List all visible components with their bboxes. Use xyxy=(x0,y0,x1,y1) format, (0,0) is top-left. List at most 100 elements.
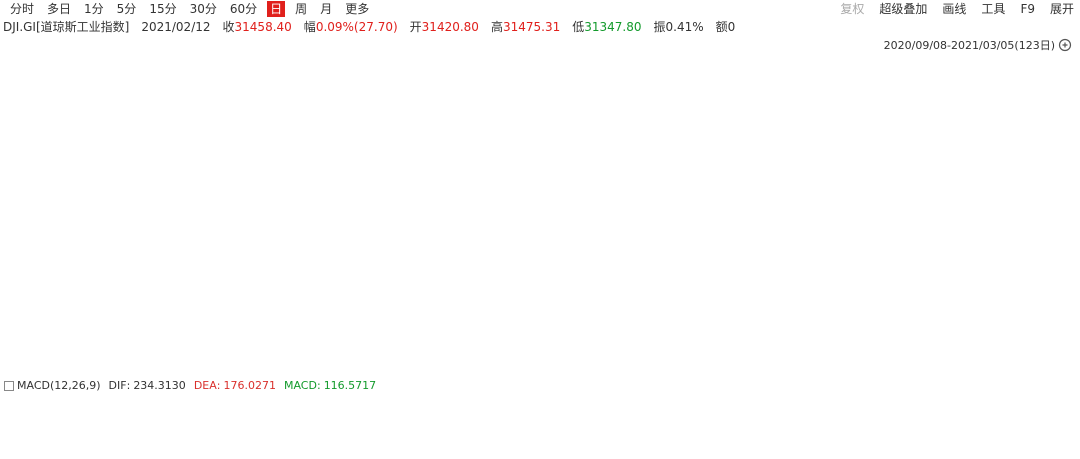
candle-body xyxy=(891,94,899,99)
candle-body xyxy=(131,281,139,299)
candle-body xyxy=(50,268,58,272)
period-tab[interactable]: 5分 xyxy=(116,1,137,16)
candle-body xyxy=(568,160,576,164)
candle-body xyxy=(753,111,761,122)
candle-body xyxy=(786,123,794,157)
candle-body xyxy=(180,249,188,257)
candle-body xyxy=(67,275,75,289)
candle-body xyxy=(398,172,406,198)
candle-body xyxy=(156,263,164,288)
tool-button[interactable]: 超级叠加 xyxy=(879,1,928,16)
candle-body xyxy=(519,161,527,169)
candle-body xyxy=(196,228,204,243)
legend-sep: : xyxy=(316,379,321,392)
legend-value: 176.0271 xyxy=(223,379,276,392)
period-tab[interactable]: 月 xyxy=(320,1,333,16)
period-tab[interactable]: 更多 xyxy=(345,1,370,16)
candle-body xyxy=(422,196,430,200)
candle-body xyxy=(616,150,624,171)
period-tab-active[interactable]: 日 xyxy=(267,0,286,17)
candle-body xyxy=(834,117,842,136)
candle-body xyxy=(454,176,462,179)
macd-line xyxy=(5,408,992,419)
period-tab[interactable]: 分时 xyxy=(10,1,35,16)
candle-body xyxy=(236,240,244,262)
candle-body xyxy=(955,100,963,125)
legend-name: DEA xyxy=(193,379,217,392)
candle-body xyxy=(899,89,907,96)
period-tab[interactable]: 周 xyxy=(295,1,308,16)
y-tick-label: 600 xyxy=(1029,397,1050,410)
candle-body xyxy=(972,93,980,102)
quote-value: 0.41% xyxy=(665,19,704,34)
period-tab[interactable]: 多日 xyxy=(47,1,72,16)
period-tab[interactable]: 30分 xyxy=(189,1,217,16)
candle-body xyxy=(608,169,616,172)
candle-body xyxy=(366,199,374,214)
candle-body xyxy=(689,115,697,120)
candle-body xyxy=(115,291,123,313)
legend-sep: : xyxy=(126,379,131,392)
x-tick-label: 21.03 xyxy=(968,440,1000,453)
candle-body xyxy=(673,129,681,152)
candle-body xyxy=(592,159,600,163)
period-tab[interactable]: 1分 xyxy=(84,1,104,16)
quote-label: 开 xyxy=(409,20,422,34)
candle-body xyxy=(123,291,131,299)
candle-body xyxy=(770,118,778,124)
quote-value: 0 xyxy=(727,19,736,34)
tool-button[interactable]: 复权 xyxy=(840,1,865,16)
period-tab[interactable]: 15分 xyxy=(149,1,177,16)
period-tab[interactable]: 60分 xyxy=(229,1,258,16)
candle-body xyxy=(349,251,357,256)
candle-body xyxy=(850,101,858,115)
candle-body xyxy=(471,174,479,190)
candle-body xyxy=(762,120,770,124)
candle-body xyxy=(26,287,34,295)
tool-button[interactable]: 画线 xyxy=(942,1,967,16)
candle-body xyxy=(745,111,753,125)
quote-label: 收 xyxy=(222,20,235,34)
candle-body xyxy=(325,296,333,326)
candle-body xyxy=(931,93,939,96)
candle-body xyxy=(277,253,285,288)
candle-body xyxy=(697,115,705,122)
candle-body xyxy=(778,118,786,125)
candle-body xyxy=(42,270,50,273)
candle-body xyxy=(713,117,721,120)
candle-body xyxy=(188,241,196,251)
candle-body xyxy=(301,337,309,346)
candle-body xyxy=(737,123,745,131)
candle-body xyxy=(34,270,42,289)
candle-body xyxy=(964,93,972,125)
candle-body xyxy=(463,174,471,178)
candle-body xyxy=(99,329,107,334)
candle-body xyxy=(309,337,317,347)
candle-body xyxy=(212,236,220,246)
candle-body xyxy=(584,155,592,161)
candle-body xyxy=(867,98,875,103)
tool-button[interactable]: 展开 xyxy=(1049,1,1074,16)
tool-button[interactable]: F9 xyxy=(1020,1,1035,16)
candle-body xyxy=(705,117,713,122)
legend-name: MACD xyxy=(283,379,317,392)
candle-body xyxy=(285,286,293,299)
candle-body xyxy=(252,255,260,261)
tool-button[interactable]: 工具 xyxy=(981,1,1006,16)
candle-body xyxy=(414,181,422,200)
candle-body xyxy=(438,190,446,209)
quote-value: 0.09%(27.70) xyxy=(315,19,398,34)
tool-toolbar: 复权 超级叠加 画线 工具 F9 展开 xyxy=(825,0,1074,17)
macd-line xyxy=(5,407,992,422)
quote-value: 31458.40 xyxy=(234,19,292,34)
quote-label: 幅 xyxy=(303,20,316,34)
candle-body xyxy=(535,167,543,172)
candle-body xyxy=(358,212,366,256)
candle-body xyxy=(341,251,349,280)
range-icon[interactable] xyxy=(1058,38,1072,52)
candle-body xyxy=(107,311,115,331)
candle-body xyxy=(511,159,519,169)
candle-body xyxy=(842,113,850,119)
candle-body xyxy=(939,72,947,95)
